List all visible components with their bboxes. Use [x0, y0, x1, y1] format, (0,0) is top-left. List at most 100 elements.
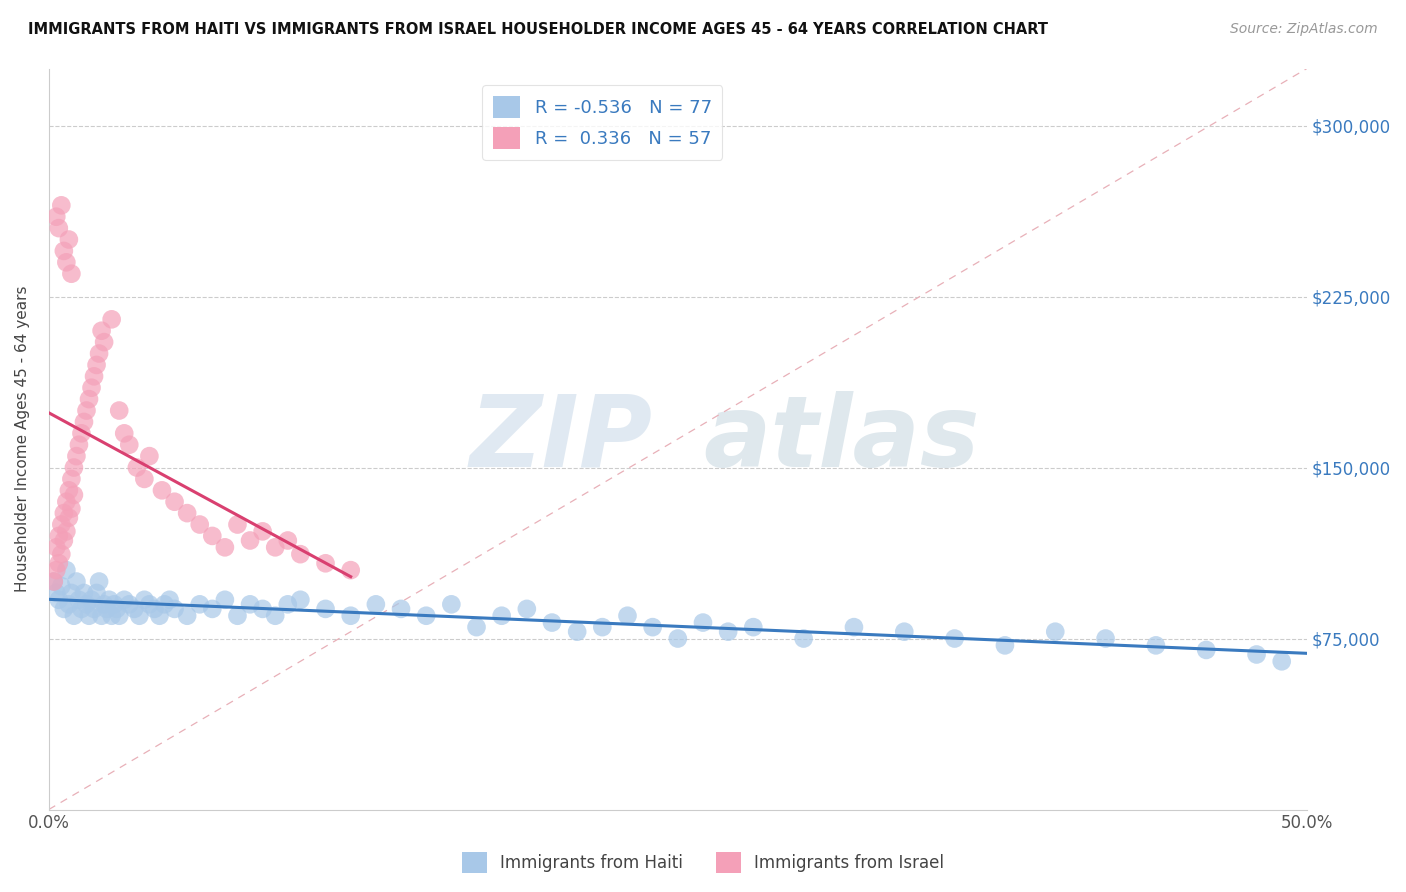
Point: [51, 517, 73, 532]
Point: [226, 608, 249, 623]
Point: [465, 620, 488, 634]
Point: [591, 620, 613, 634]
Point: [389, 602, 412, 616]
Point: [134, 472, 156, 486]
Point: [214, 592, 236, 607]
Point: [105, 602, 128, 616]
Point: [994, 639, 1017, 653]
Point: [134, 592, 156, 607]
Point: [1045, 624, 1067, 639]
Point: [45, 541, 67, 555]
Point: [58, 233, 80, 247]
Point: [201, 602, 224, 616]
Point: [264, 541, 287, 555]
Point: [93, 598, 115, 612]
Point: [73, 415, 96, 429]
Point: [67, 592, 90, 607]
Point: [100, 312, 122, 326]
Text: IMMIGRANTS FROM HAITI VS IMMIGRANTS FROM ISRAEL HOUSEHOLDER INCOME AGES 45 - 64 : IMMIGRANTS FROM HAITI VS IMMIGRANTS FROM…: [28, 22, 1047, 37]
Point: [692, 615, 714, 630]
Point: [214, 541, 236, 555]
Point: [52, 244, 75, 258]
Point: [138, 598, 160, 612]
Point: [440, 598, 463, 612]
Point: [87, 346, 110, 360]
Point: [52, 506, 75, 520]
Point: [48, 592, 70, 607]
Point: [252, 524, 274, 539]
Point: [70, 426, 93, 441]
Point: [45, 210, 67, 224]
Point: [364, 598, 387, 612]
Point: [93, 335, 115, 350]
Point: [138, 449, 160, 463]
Point: [188, 517, 211, 532]
Text: atlas: atlas: [703, 391, 980, 488]
Point: [52, 602, 75, 616]
Point: [226, 517, 249, 532]
Point: [65, 449, 87, 463]
Point: [48, 221, 70, 235]
Point: [339, 563, 361, 577]
Point: [176, 608, 198, 623]
Point: [188, 598, 211, 612]
Point: [96, 602, 118, 616]
Point: [415, 608, 437, 623]
Point: [86, 358, 108, 372]
Point: [60, 501, 83, 516]
Point: [290, 592, 312, 607]
Point: [60, 472, 83, 486]
Point: [83, 369, 105, 384]
Point: [290, 547, 312, 561]
Point: [70, 602, 93, 616]
Point: [239, 533, 262, 548]
Point: [76, 598, 98, 612]
Point: [42, 574, 65, 589]
Point: [159, 592, 181, 607]
Point: [65, 574, 87, 589]
Point: [150, 483, 173, 498]
Point: [118, 598, 141, 612]
Point: [666, 632, 689, 646]
Point: [153, 598, 176, 612]
Point: [112, 426, 135, 441]
Text: ZIP: ZIP: [470, 391, 652, 488]
Point: [163, 494, 186, 508]
Point: [51, 547, 73, 561]
Point: [55, 494, 77, 508]
Point: [717, 624, 740, 639]
Point: [80, 592, 103, 607]
Point: [742, 620, 765, 634]
Point: [201, 529, 224, 543]
Point: [1144, 639, 1167, 653]
Point: [48, 556, 70, 570]
Point: [567, 624, 589, 639]
Point: [58, 598, 80, 612]
Point: [943, 632, 966, 646]
Point: [315, 556, 337, 570]
Point: [60, 586, 83, 600]
Point: [76, 403, 98, 417]
Point: [339, 608, 361, 623]
Point: [252, 602, 274, 616]
Point: [100, 608, 122, 623]
Point: [98, 592, 121, 607]
Point: [239, 598, 262, 612]
Point: [1246, 648, 1268, 662]
Point: [87, 574, 110, 589]
Point: [118, 438, 141, 452]
Point: [90, 324, 112, 338]
Point: [491, 608, 513, 623]
Point: [315, 602, 337, 616]
Point: [67, 438, 90, 452]
Point: [176, 506, 198, 520]
Point: [51, 579, 73, 593]
Point: [616, 608, 638, 623]
Point: [163, 602, 186, 616]
Point: [893, 624, 915, 639]
Legend: Immigrants from Haiti, Immigrants from Israel: Immigrants from Haiti, Immigrants from I…: [456, 846, 950, 880]
Point: [124, 602, 146, 616]
Point: [58, 483, 80, 498]
Point: [1195, 643, 1218, 657]
Point: [77, 392, 100, 406]
